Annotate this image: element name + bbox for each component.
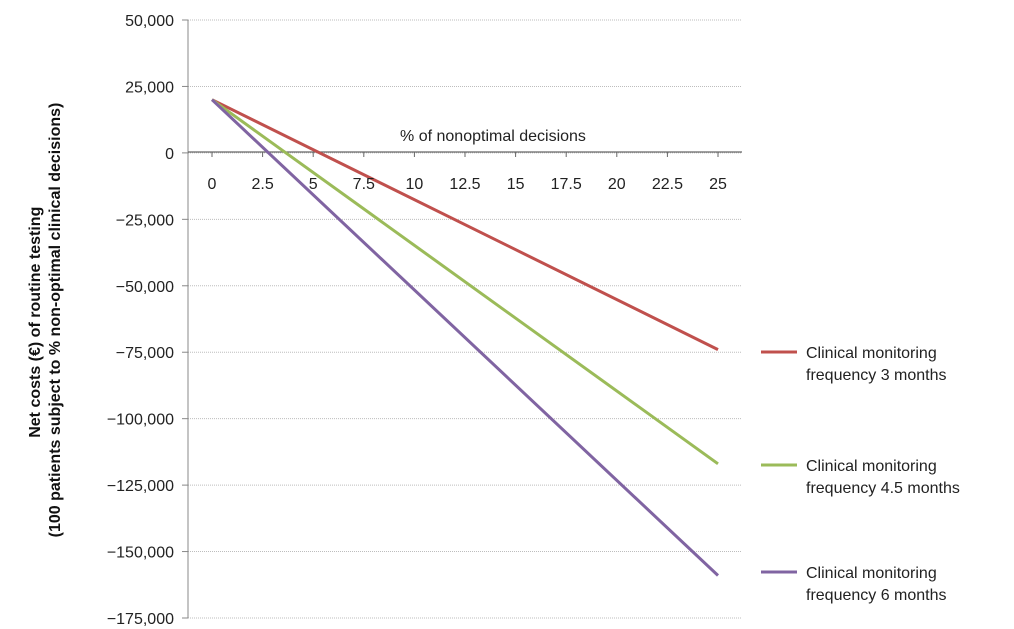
- gridlines: [188, 19, 742, 619]
- x-tick-label: 0: [208, 176, 217, 193]
- x-tick-label: 10: [406, 176, 424, 193]
- series-line-3: [210, 98, 720, 577]
- x-tick-label: 7.5: [353, 176, 375, 193]
- x-tick-label: 25: [709, 176, 727, 193]
- y-tick-label: 0: [165, 146, 174, 163]
- x-tick-label: 2.5: [251, 176, 273, 193]
- y-axis-title-line-1: Net costs (€) of routine testing: [27, 207, 44, 438]
- y-axis-title-line-2: (100 patients subject to % non-optimal c…: [47, 103, 64, 538]
- x-tick-label: 5: [309, 176, 318, 193]
- legend-label: frequency 3 months: [806, 367, 947, 384]
- legend-label: Clinical monitoring: [806, 458, 937, 475]
- y-tick-label: −25,000: [116, 212, 174, 229]
- x-tick-label: 15: [507, 176, 525, 193]
- x-tick-label: 20: [608, 176, 626, 193]
- series-line-1: [211, 98, 719, 351]
- legend-label: Clinical monitoring: [806, 565, 937, 582]
- y-tick-label: −175,000: [107, 611, 174, 628]
- x-tick-label: 12.5: [449, 176, 480, 193]
- legend-item-3: Clinical monitoring frequency 6 months: [761, 565, 947, 604]
- y-tick-label: −125,000: [107, 478, 174, 495]
- series-lines: [210, 98, 720, 577]
- legend-label: frequency 4.5 months: [806, 480, 960, 497]
- legend-label: frequency 6 months: [806, 587, 947, 604]
- y-tick-label: −150,000: [107, 545, 174, 562]
- x-tick-label: 17.5: [551, 176, 582, 193]
- y-axis-title: Net costs (€) of routine testing (100 pa…: [27, 103, 64, 538]
- axes: [182, 19, 742, 619]
- y-tick-label: 50,000: [125, 13, 174, 30]
- y-tick-label: −100,000: [107, 412, 174, 429]
- legend-item-2: Clinical monitoring frequency 4.5 months: [761, 458, 960, 497]
- legend-item-1: Clinical monitoring frequency 3 months: [761, 345, 947, 384]
- legend-label: Clinical monitoring: [806, 345, 937, 362]
- series-line-2: [211, 98, 719, 466]
- y-tick-label: 25,000: [125, 79, 174, 96]
- y-tick-label: −50,000: [116, 279, 174, 296]
- y-tick-labels: 50,000 25,000 0 −25,000 −50,000 −75,000 −100,0…: [107, 13, 174, 628]
- y-tick-label: −75,000: [116, 345, 174, 362]
- x-axis-title: % of nonoptimal decisions: [400, 128, 586, 145]
- x-tick-labels: 0 2.5 5 7.5 10 12.5 15 17.5 20 22.5 25: [208, 176, 727, 193]
- x-tick-label: 22.5: [652, 176, 683, 193]
